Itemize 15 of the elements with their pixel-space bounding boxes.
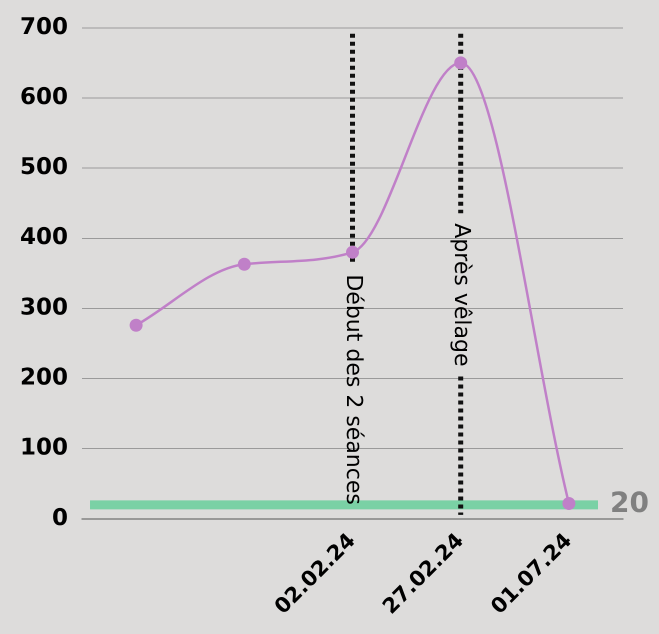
y-tick-label: 100 [20, 434, 68, 461]
y-tick-label: 500 [20, 154, 68, 180]
y-tick-label: 300 [20, 294, 68, 320]
ref-line-label: 20 [610, 486, 649, 520]
y-tick-label: 400 [20, 224, 68, 250]
point [454, 56, 468, 70]
ref-line-label: Début des 2 séances [340, 274, 366, 505]
point [238, 258, 251, 271]
point [562, 496, 576, 510]
y-tick-label: 200 [20, 364, 68, 391]
y-tick-label: 0 [52, 504, 68, 531]
y-tick-label: 700 [20, 14, 68, 40]
point [130, 318, 143, 332]
ref-line-label: Après vêlage [448, 223, 474, 366]
y-tick-label: 600 [20, 84, 68, 110]
